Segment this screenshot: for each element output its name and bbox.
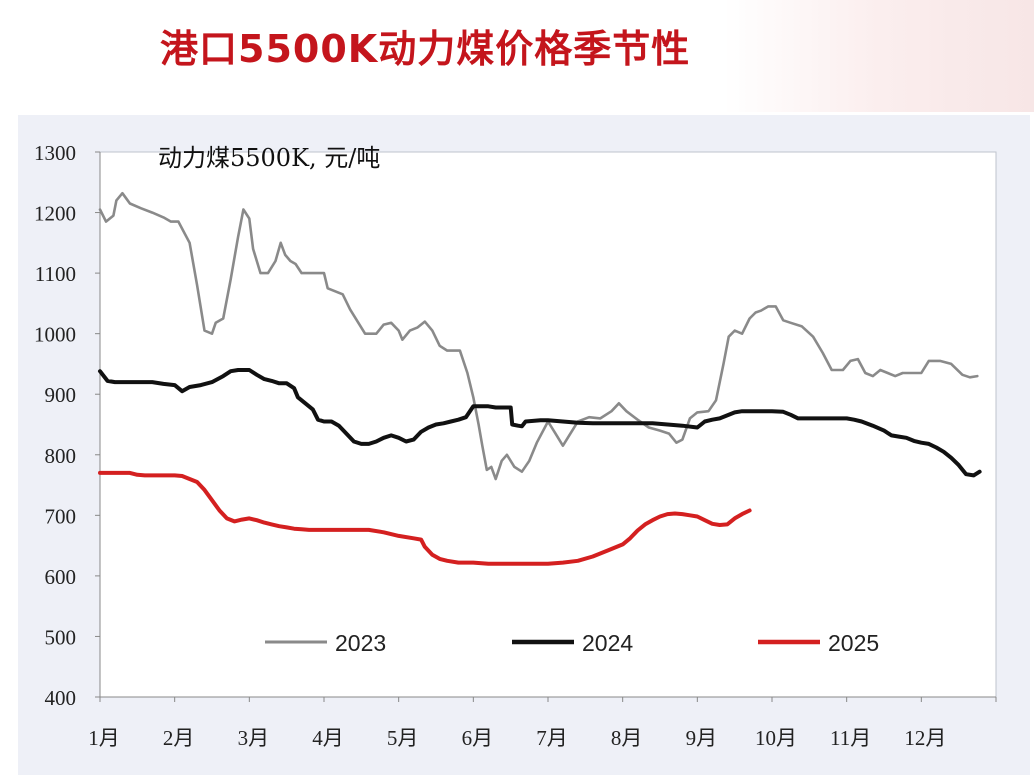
x-tick-label: 8月 bbox=[611, 726, 643, 750]
x-tick-label: 10月 bbox=[755, 726, 797, 750]
unit-label: 动力煤5500K, 元/吨 bbox=[158, 144, 380, 172]
y-tick-label: 1200 bbox=[34, 202, 76, 226]
x-axis: 1月 2月 3月 4月 5月 6月 7月 8月 9月 10月 11月 12月 bbox=[88, 696, 997, 750]
y-tick-label: 800 bbox=[45, 444, 77, 468]
y-tick-label: 1300 bbox=[34, 141, 76, 165]
y-tick-label: 700 bbox=[45, 504, 77, 528]
legend: 2023 2024 2025 bbox=[265, 630, 879, 656]
y-tick-label: 400 bbox=[45, 686, 77, 710]
series-line-2023 bbox=[98, 191, 979, 481]
x-tick-label: 2月 bbox=[163, 726, 195, 750]
x-tick-label: 12月 bbox=[904, 726, 946, 750]
x-tick-label: 3月 bbox=[238, 726, 270, 750]
x-tick-label: 6月 bbox=[462, 726, 494, 750]
series-line-2025 bbox=[98, 470, 752, 566]
x-tick-label: 9月 bbox=[686, 726, 718, 750]
y-tick-label: 1100 bbox=[35, 262, 76, 286]
y-tick-label: 900 bbox=[45, 383, 77, 407]
y-axis: 400 500 600 700 800 900 1000 1100 1200 1300 bbox=[34, 141, 101, 710]
x-tick-label: 4月 bbox=[312, 726, 344, 750]
series-lines bbox=[98, 191, 982, 566]
y-tick-label: 600 bbox=[45, 565, 77, 589]
y-tick-label: 500 bbox=[45, 625, 77, 649]
legend-label-2025: 2025 bbox=[828, 630, 879, 656]
x-tick-label: 5月 bbox=[387, 726, 419, 750]
page-title: 港口5500K动力煤价格季节性 bbox=[160, 27, 691, 71]
x-tick-label: 11月 bbox=[830, 726, 871, 750]
legend-label-2024: 2024 bbox=[582, 630, 633, 656]
header-banner: 港口5500K动力煤价格季节性 bbox=[0, 0, 1034, 112]
x-tick-label: 1月 bbox=[88, 726, 120, 750]
series-line-2024 bbox=[98, 368, 982, 478]
plot-area bbox=[99, 151, 997, 698]
y-tick-label: 1000 bbox=[34, 323, 76, 347]
legend-label-2023: 2023 bbox=[335, 630, 386, 656]
x-tick-label: 7月 bbox=[536, 726, 568, 750]
